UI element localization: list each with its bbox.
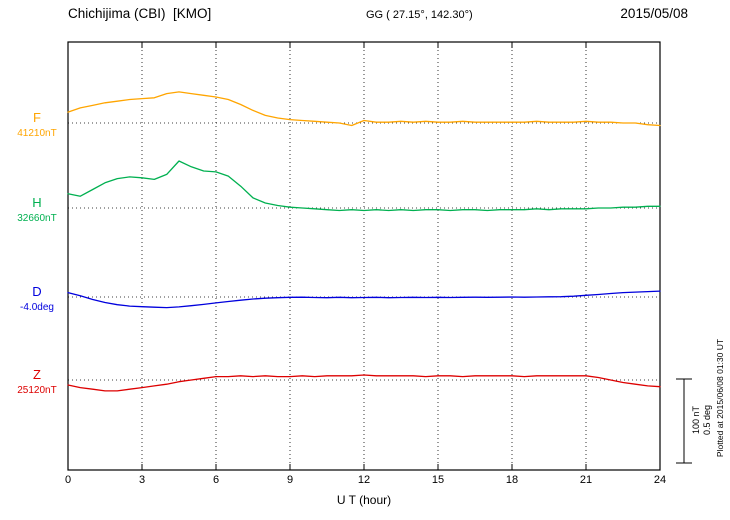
x-tick-label-12: 12: [357, 474, 371, 486]
series-baseline-d: -4.0deg: [20, 302, 54, 313]
x-tick-label-6: 6: [212, 474, 220, 486]
series-label-d: D: [32, 284, 42, 299]
station-title: Chichijima (CBI) [KMO]: [68, 6, 212, 21]
scale-bar-nt-label: 100 nT: [691, 405, 701, 435]
x-tick-label-21: 21: [579, 474, 593, 486]
baselines: [68, 122, 660, 381]
x-tick-label-24: 24: [653, 474, 667, 486]
x-tick-label-3: 3: [138, 474, 146, 486]
x-tick-label-0: 0: [64, 474, 72, 486]
trace-D: [67, 290, 661, 309]
x-axis-title: U T (hour): [336, 493, 392, 507]
geographic-coordinates: GG ( 27.15°, 142.30°): [366, 9, 473, 21]
series-baseline-h: 32660nT: [17, 213, 57, 224]
series-label-h: H: [32, 195, 42, 210]
x-tick-label-15: 15: [431, 474, 445, 486]
plotted-at-note: Plotted at 2015/06/08 01:30 UT: [715, 338, 725, 458]
series-label-z: Z: [33, 367, 41, 382]
trace-F: [67, 91, 661, 127]
traces: [67, 91, 661, 392]
scale-bar: [676, 378, 692, 464]
scale-bar-deg-label: 0.5 deg: [702, 404, 712, 436]
series-label-f: F: [33, 110, 41, 125]
x-tick-label-18: 18: [505, 474, 519, 486]
series-baseline-z: 25120nT: [17, 385, 57, 396]
series-baseline-f: 41210nT: [17, 128, 57, 139]
gridlines: [141, 42, 587, 470]
trace-Z: [67, 374, 661, 392]
trace-H: [67, 160, 661, 212]
plot-border: [67, 41, 661, 471]
x-tick-label-9: 9: [286, 474, 294, 486]
observation-date: 2015/05/08: [620, 6, 688, 21]
